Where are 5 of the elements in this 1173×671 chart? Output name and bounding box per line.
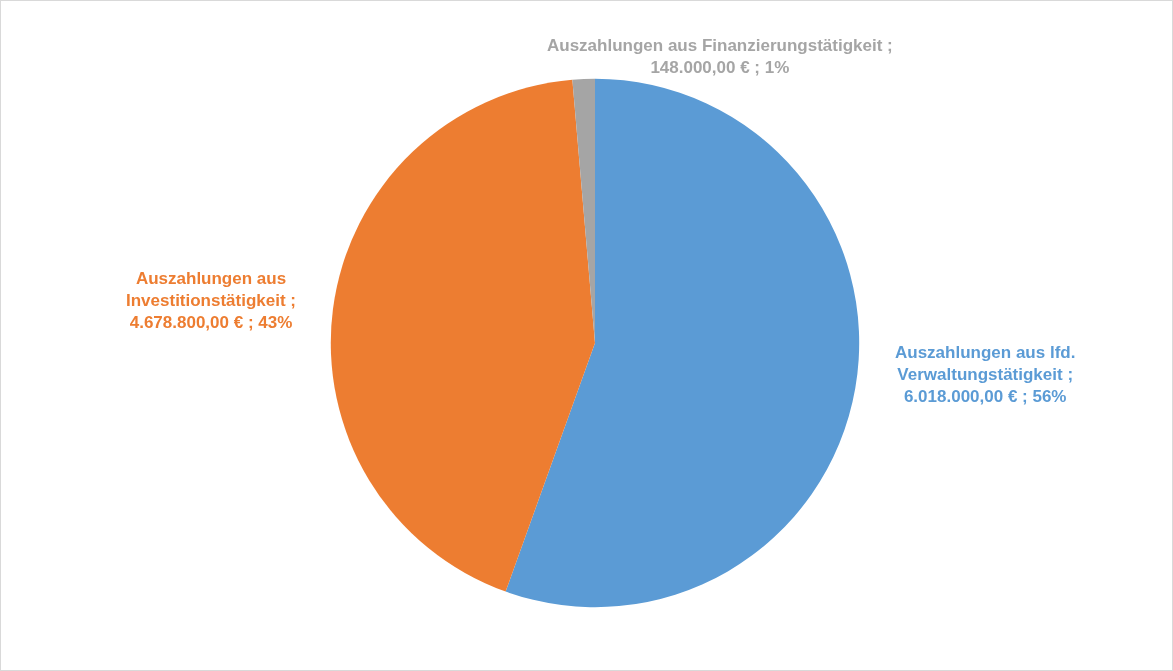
- slice-label: Auszahlungen aus Finanzierungstätigkeit ; 148.000,00 € ; 1%: [547, 36, 893, 78]
- slice-label: Auszahlungen aus Investitionstätigkeit ; 4.678.800,00 € ; 43%: [126, 269, 297, 333]
- slice-label: Auszahlungen aus lfd. Verwaltungstätigkeit ; 6.018.000,00 € ; 56%: [895, 343, 1076, 407]
- pie-slice: [505, 78, 860, 607]
- pie-slice: [331, 79, 595, 592]
